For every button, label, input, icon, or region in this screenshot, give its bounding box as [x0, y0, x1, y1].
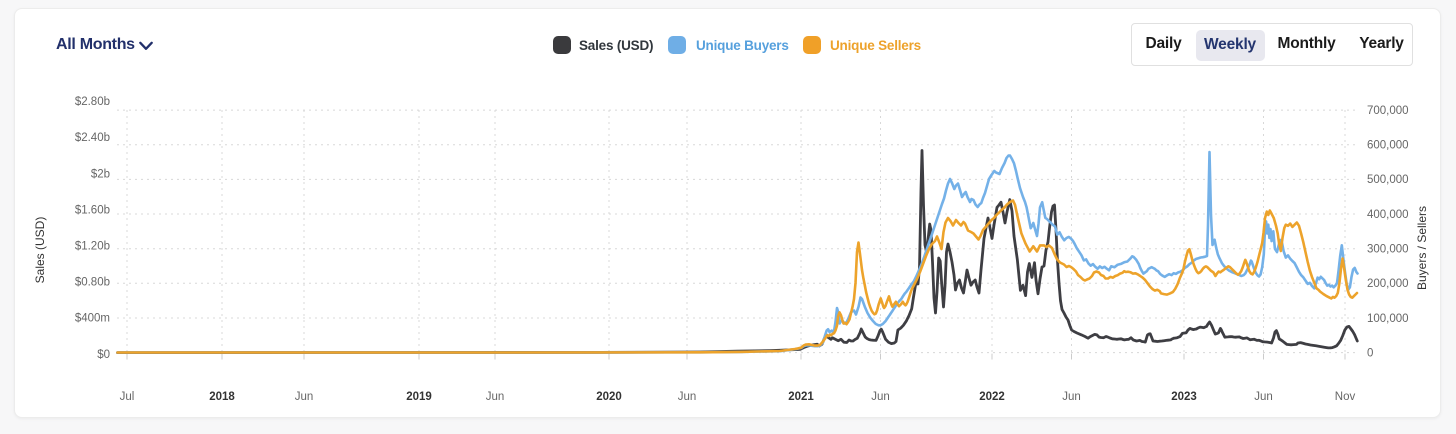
svg-text:Nov: Nov	[1335, 391, 1356, 403]
svg-text:200,000: 200,000	[1367, 278, 1409, 290]
svg-text:300,000: 300,000	[1367, 244, 1409, 256]
svg-text:500,000: 500,000	[1367, 174, 1409, 186]
svg-text:2019: 2019	[406, 391, 432, 403]
svg-text:600,000: 600,000	[1367, 140, 1409, 152]
svg-text:$2.80b: $2.80b	[75, 96, 110, 108]
svg-text:$2.40b: $2.40b	[75, 132, 110, 144]
svg-text:Jun: Jun	[1062, 391, 1081, 403]
svg-text:2021: 2021	[788, 391, 814, 403]
svg-text:$1.60b: $1.60b	[75, 204, 110, 216]
svg-text:400,000: 400,000	[1367, 209, 1409, 221]
svg-text:Jun: Jun	[295, 391, 314, 403]
svg-text:100,000: 100,000	[1367, 313, 1409, 325]
svg-text:2022: 2022	[979, 391, 1005, 403]
svg-text:Jun: Jun	[871, 391, 890, 403]
svg-text:0: 0	[1367, 347, 1373, 359]
svg-text:Jun: Jun	[486, 391, 505, 403]
svg-text:2020: 2020	[596, 391, 622, 403]
svg-text:$0.80b: $0.80b	[75, 277, 110, 289]
svg-text:2023: 2023	[1171, 391, 1197, 403]
svg-text:700,000: 700,000	[1367, 105, 1409, 117]
svg-text:Buyers / Sellers: Buyers / Sellers	[1415, 206, 1429, 290]
svg-text:$400m: $400m	[75, 313, 110, 325]
svg-text:2018: 2018	[209, 391, 235, 403]
svg-text:Jul: Jul	[120, 391, 135, 403]
svg-text:$0: $0	[97, 349, 110, 361]
svg-text:Sales (USD): Sales (USD)	[33, 217, 47, 284]
svg-text:$1.20b: $1.20b	[75, 241, 110, 253]
svg-text:Jun: Jun	[1254, 391, 1273, 403]
svg-text:Jun: Jun	[678, 391, 697, 403]
svg-text:$2b: $2b	[91, 168, 110, 180]
